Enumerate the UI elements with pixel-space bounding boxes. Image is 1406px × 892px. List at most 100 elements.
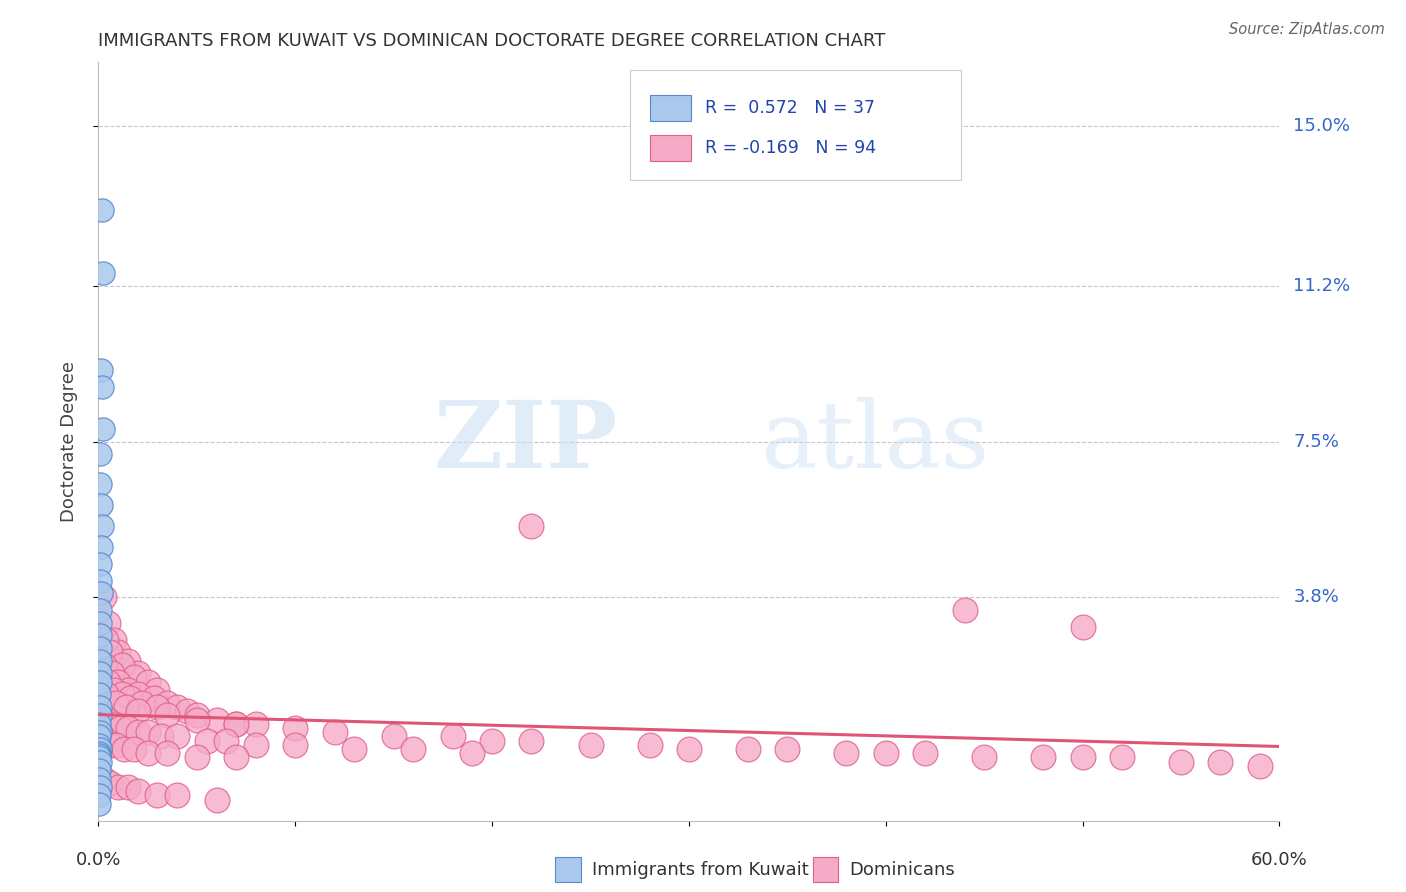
Point <box>973 750 995 764</box>
Point <box>89 716 111 731</box>
Point <box>875 746 897 760</box>
Point <box>117 654 139 668</box>
Point <box>91 708 114 723</box>
Text: 0.0%: 0.0% <box>76 851 121 869</box>
Point <box>1032 750 1054 764</box>
Point <box>195 733 218 747</box>
Point <box>96 733 118 747</box>
Point <box>284 738 307 752</box>
Point <box>89 789 111 803</box>
Point <box>1071 620 1094 634</box>
Point <box>343 742 366 756</box>
Point <box>835 746 858 760</box>
Point <box>105 696 128 710</box>
Point <box>142 691 165 706</box>
Point <box>953 603 976 617</box>
Point <box>89 666 111 681</box>
Point <box>89 708 111 723</box>
Text: 15.0%: 15.0% <box>1294 117 1350 135</box>
Point <box>98 645 121 659</box>
Text: Dominicans: Dominicans <box>849 861 955 879</box>
Point <box>96 687 118 701</box>
Point <box>91 380 114 394</box>
Point <box>481 733 503 747</box>
Point <box>136 674 159 689</box>
Point <box>225 750 247 764</box>
Point <box>678 742 700 756</box>
Point <box>136 746 159 760</box>
Point <box>166 730 188 744</box>
Point <box>127 666 149 681</box>
Point <box>441 730 464 744</box>
Text: IMMIGRANTS FROM KUWAIT VS DOMINICAN DOCTORATE DEGREE CORRELATION CHART: IMMIGRANTS FROM KUWAIT VS DOMINICAN DOCT… <box>98 32 886 50</box>
Point <box>89 557 111 571</box>
Point <box>89 628 111 642</box>
Point <box>1249 759 1271 773</box>
Point <box>215 733 238 747</box>
Point <box>97 674 120 689</box>
Point <box>107 780 129 794</box>
Point <box>108 721 131 735</box>
Text: R =  0.572   N = 37: R = 0.572 N = 37 <box>706 99 876 117</box>
Point <box>127 784 149 798</box>
Point <box>103 683 125 698</box>
Point <box>176 704 198 718</box>
Point <box>127 687 149 701</box>
Point <box>96 632 118 647</box>
Point <box>91 202 114 217</box>
Point <box>93 657 115 672</box>
Point <box>91 422 114 436</box>
Point <box>186 713 208 727</box>
Point <box>1071 750 1094 764</box>
Point <box>136 725 159 739</box>
Point <box>89 687 111 701</box>
Point <box>146 789 169 803</box>
Point <box>93 266 115 280</box>
Point <box>914 746 936 760</box>
Point <box>127 725 149 739</box>
Point <box>776 742 799 756</box>
Point <box>186 750 208 764</box>
Point <box>111 687 134 701</box>
Point <box>737 742 759 756</box>
Point <box>91 730 114 744</box>
Point <box>89 654 111 668</box>
Point <box>89 725 111 739</box>
Point <box>90 540 112 554</box>
Point <box>225 716 247 731</box>
Point <box>89 603 111 617</box>
Text: 60.0%: 60.0% <box>1251 851 1308 869</box>
Point <box>90 498 112 512</box>
FancyBboxPatch shape <box>630 70 960 180</box>
Point <box>117 721 139 735</box>
Point <box>156 746 179 760</box>
Point <box>89 763 111 777</box>
Point <box>382 730 405 744</box>
Point <box>638 738 661 752</box>
Text: ZIP: ZIP <box>434 397 619 486</box>
Point <box>89 742 111 756</box>
Point <box>97 615 120 630</box>
Point <box>205 792 228 806</box>
Point <box>112 742 135 756</box>
Point <box>520 518 543 533</box>
Point <box>122 670 145 684</box>
Point <box>111 657 134 672</box>
Point <box>97 713 120 727</box>
Point <box>89 780 111 794</box>
Text: R = -0.169   N = 94: R = -0.169 N = 94 <box>706 139 876 157</box>
Point <box>89 700 111 714</box>
Text: Source: ZipAtlas.com: Source: ZipAtlas.com <box>1229 22 1385 37</box>
Point <box>284 721 307 735</box>
Point <box>461 746 484 760</box>
Point <box>103 716 125 731</box>
Point <box>579 738 602 752</box>
Point <box>166 789 188 803</box>
Point <box>205 713 228 727</box>
Point <box>117 683 139 698</box>
Point <box>89 730 111 744</box>
Point <box>90 586 112 600</box>
Point <box>131 696 153 710</box>
Text: Immigrants from Kuwait: Immigrants from Kuwait <box>592 861 808 879</box>
Point <box>93 591 115 605</box>
